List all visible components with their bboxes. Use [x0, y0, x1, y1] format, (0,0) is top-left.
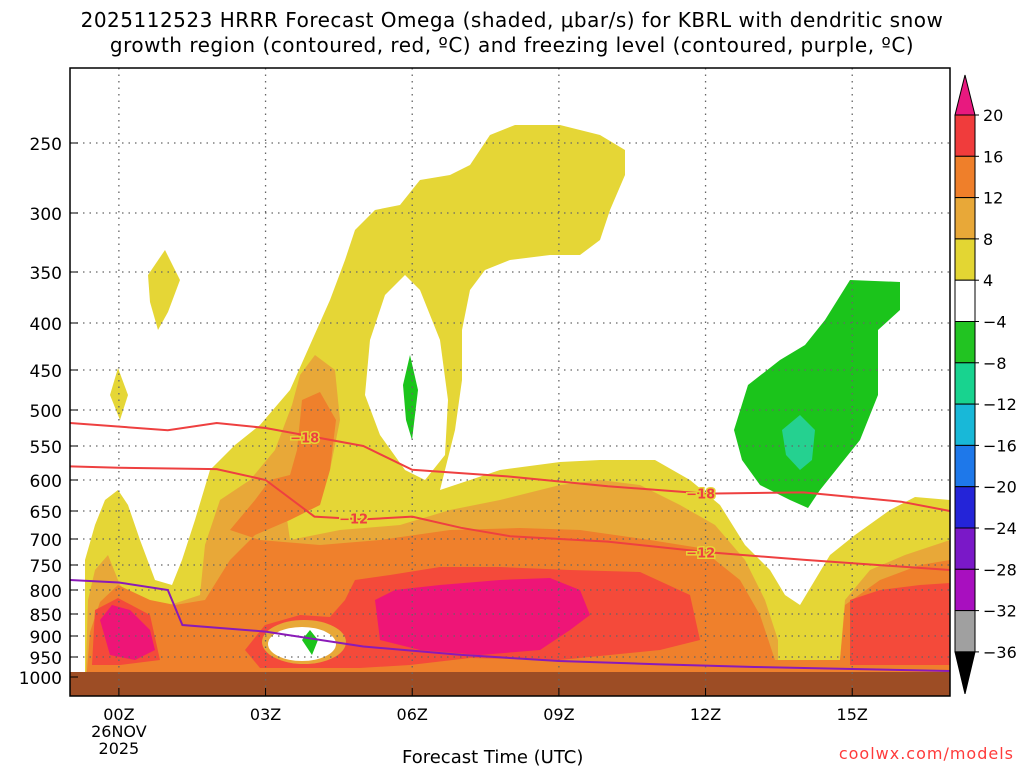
- contour-label-minus18: −18: [686, 488, 715, 503]
- colorbar-swatch: [954, 197, 976, 240]
- x-tick-label: 15Z: [837, 705, 868, 724]
- y-tick-label: 500: [30, 402, 62, 422]
- colorbar-label: −28: [983, 560, 1017, 579]
- colorbar-label: 4: [983, 271, 993, 290]
- plot-frame: [69, 67, 951, 697]
- y-tick-label: 900: [30, 628, 62, 648]
- colorbar-label: −32: [983, 602, 1017, 621]
- x-tick-sublabel: 26NOV: [91, 722, 147, 741]
- chart-title-line-2: growth region (contoured, red, ºC) and f…: [109, 33, 915, 57]
- x-tick-label: 03Z: [250, 705, 281, 724]
- omega-region-m8: [782, 415, 815, 470]
- colorbar-swatch: [954, 279, 976, 323]
- omega-region-w4: [148, 250, 180, 330]
- x-tick-label: 00Z: [103, 705, 134, 724]
- chart-title-line-1: 2025112523 HRRR Forecast Omega (shaded, …: [80, 8, 944, 32]
- y-tick-label: 400: [30, 315, 62, 335]
- colorbar-swatch: [954, 527, 976, 570]
- colorbar-under-arrow: [954, 651, 976, 695]
- colorbar-label: −4: [983, 313, 1007, 332]
- x-tick-label: 06Z: [397, 705, 428, 724]
- omega-region-m4: [734, 280, 900, 508]
- contour-line: [70, 465, 950, 571]
- y-tick-label: 650: [30, 503, 62, 523]
- credit-link[interactable]: coolwx.com/models: [838, 744, 1014, 763]
- y-tick-label: 550: [30, 438, 62, 458]
- x-tick-sublabel: 2025: [99, 739, 140, 758]
- omega-region-m4: [403, 355, 418, 440]
- y-tick-label: 250: [30, 135, 62, 155]
- contour-label-minus12: −12: [339, 512, 368, 527]
- colorbar-swatch: [954, 362, 976, 405]
- y-tick-label: 750: [30, 557, 62, 577]
- x-tick-label: 09Z: [543, 705, 574, 724]
- omega-region-w20: [100, 578, 590, 660]
- colorbar-swatch: [954, 403, 976, 446]
- colorbar-swatch: [954, 568, 976, 612]
- omega-region-m4: [302, 630, 318, 655]
- colorbar-swatch: [954, 155, 976, 199]
- colorbar-label: 16: [983, 147, 1003, 166]
- contour-label-minus12: −12: [686, 547, 715, 562]
- colorbar-swatch: [954, 444, 976, 488]
- colorbar-swatch: [954, 114, 976, 157]
- colorbar-label: −8: [983, 354, 1007, 373]
- y-tick-label: 850: [30, 606, 62, 626]
- colorbar-label: 12: [983, 189, 1003, 208]
- contour-line: [70, 579, 950, 672]
- colorbar-swatch: [954, 486, 976, 529]
- x-tick-label: 12Z: [690, 705, 721, 724]
- contour-label-minus18: −18: [290, 431, 319, 446]
- y-tick-label: 350: [30, 264, 62, 284]
- y-tick-label: 1000: [19, 669, 62, 689]
- colorbar-over-arrow: [954, 74, 976, 116]
- colorbar-label: −12: [983, 395, 1017, 414]
- colorbar-label: 8: [983, 230, 993, 249]
- colorbar-label: −20: [983, 478, 1017, 497]
- y-tick-label: 950: [30, 649, 62, 669]
- colorbar-label: −24: [983, 519, 1017, 538]
- y-tick-label: 450: [30, 362, 62, 382]
- y-tick-label: 600: [30, 472, 62, 492]
- ground-layer: [70, 672, 950, 696]
- colorbar-swatch: [954, 610, 976, 653]
- y-tick-label: 300: [30, 205, 62, 225]
- y-tick-label: 700: [30, 531, 62, 551]
- colorbar-label: 20: [983, 106, 1003, 125]
- colorbar-label: −36: [983, 643, 1017, 662]
- colorbar-label: −16: [983, 436, 1017, 455]
- omega-region-zero: [268, 627, 336, 661]
- contour-line: [70, 421, 950, 512]
- y-tick-label: 800: [30, 582, 62, 602]
- x-axis-title: Forecast Time (UTC): [402, 747, 584, 768]
- colorbar-swatch: [954, 238, 976, 281]
- colorbar-swatch: [954, 321, 976, 364]
